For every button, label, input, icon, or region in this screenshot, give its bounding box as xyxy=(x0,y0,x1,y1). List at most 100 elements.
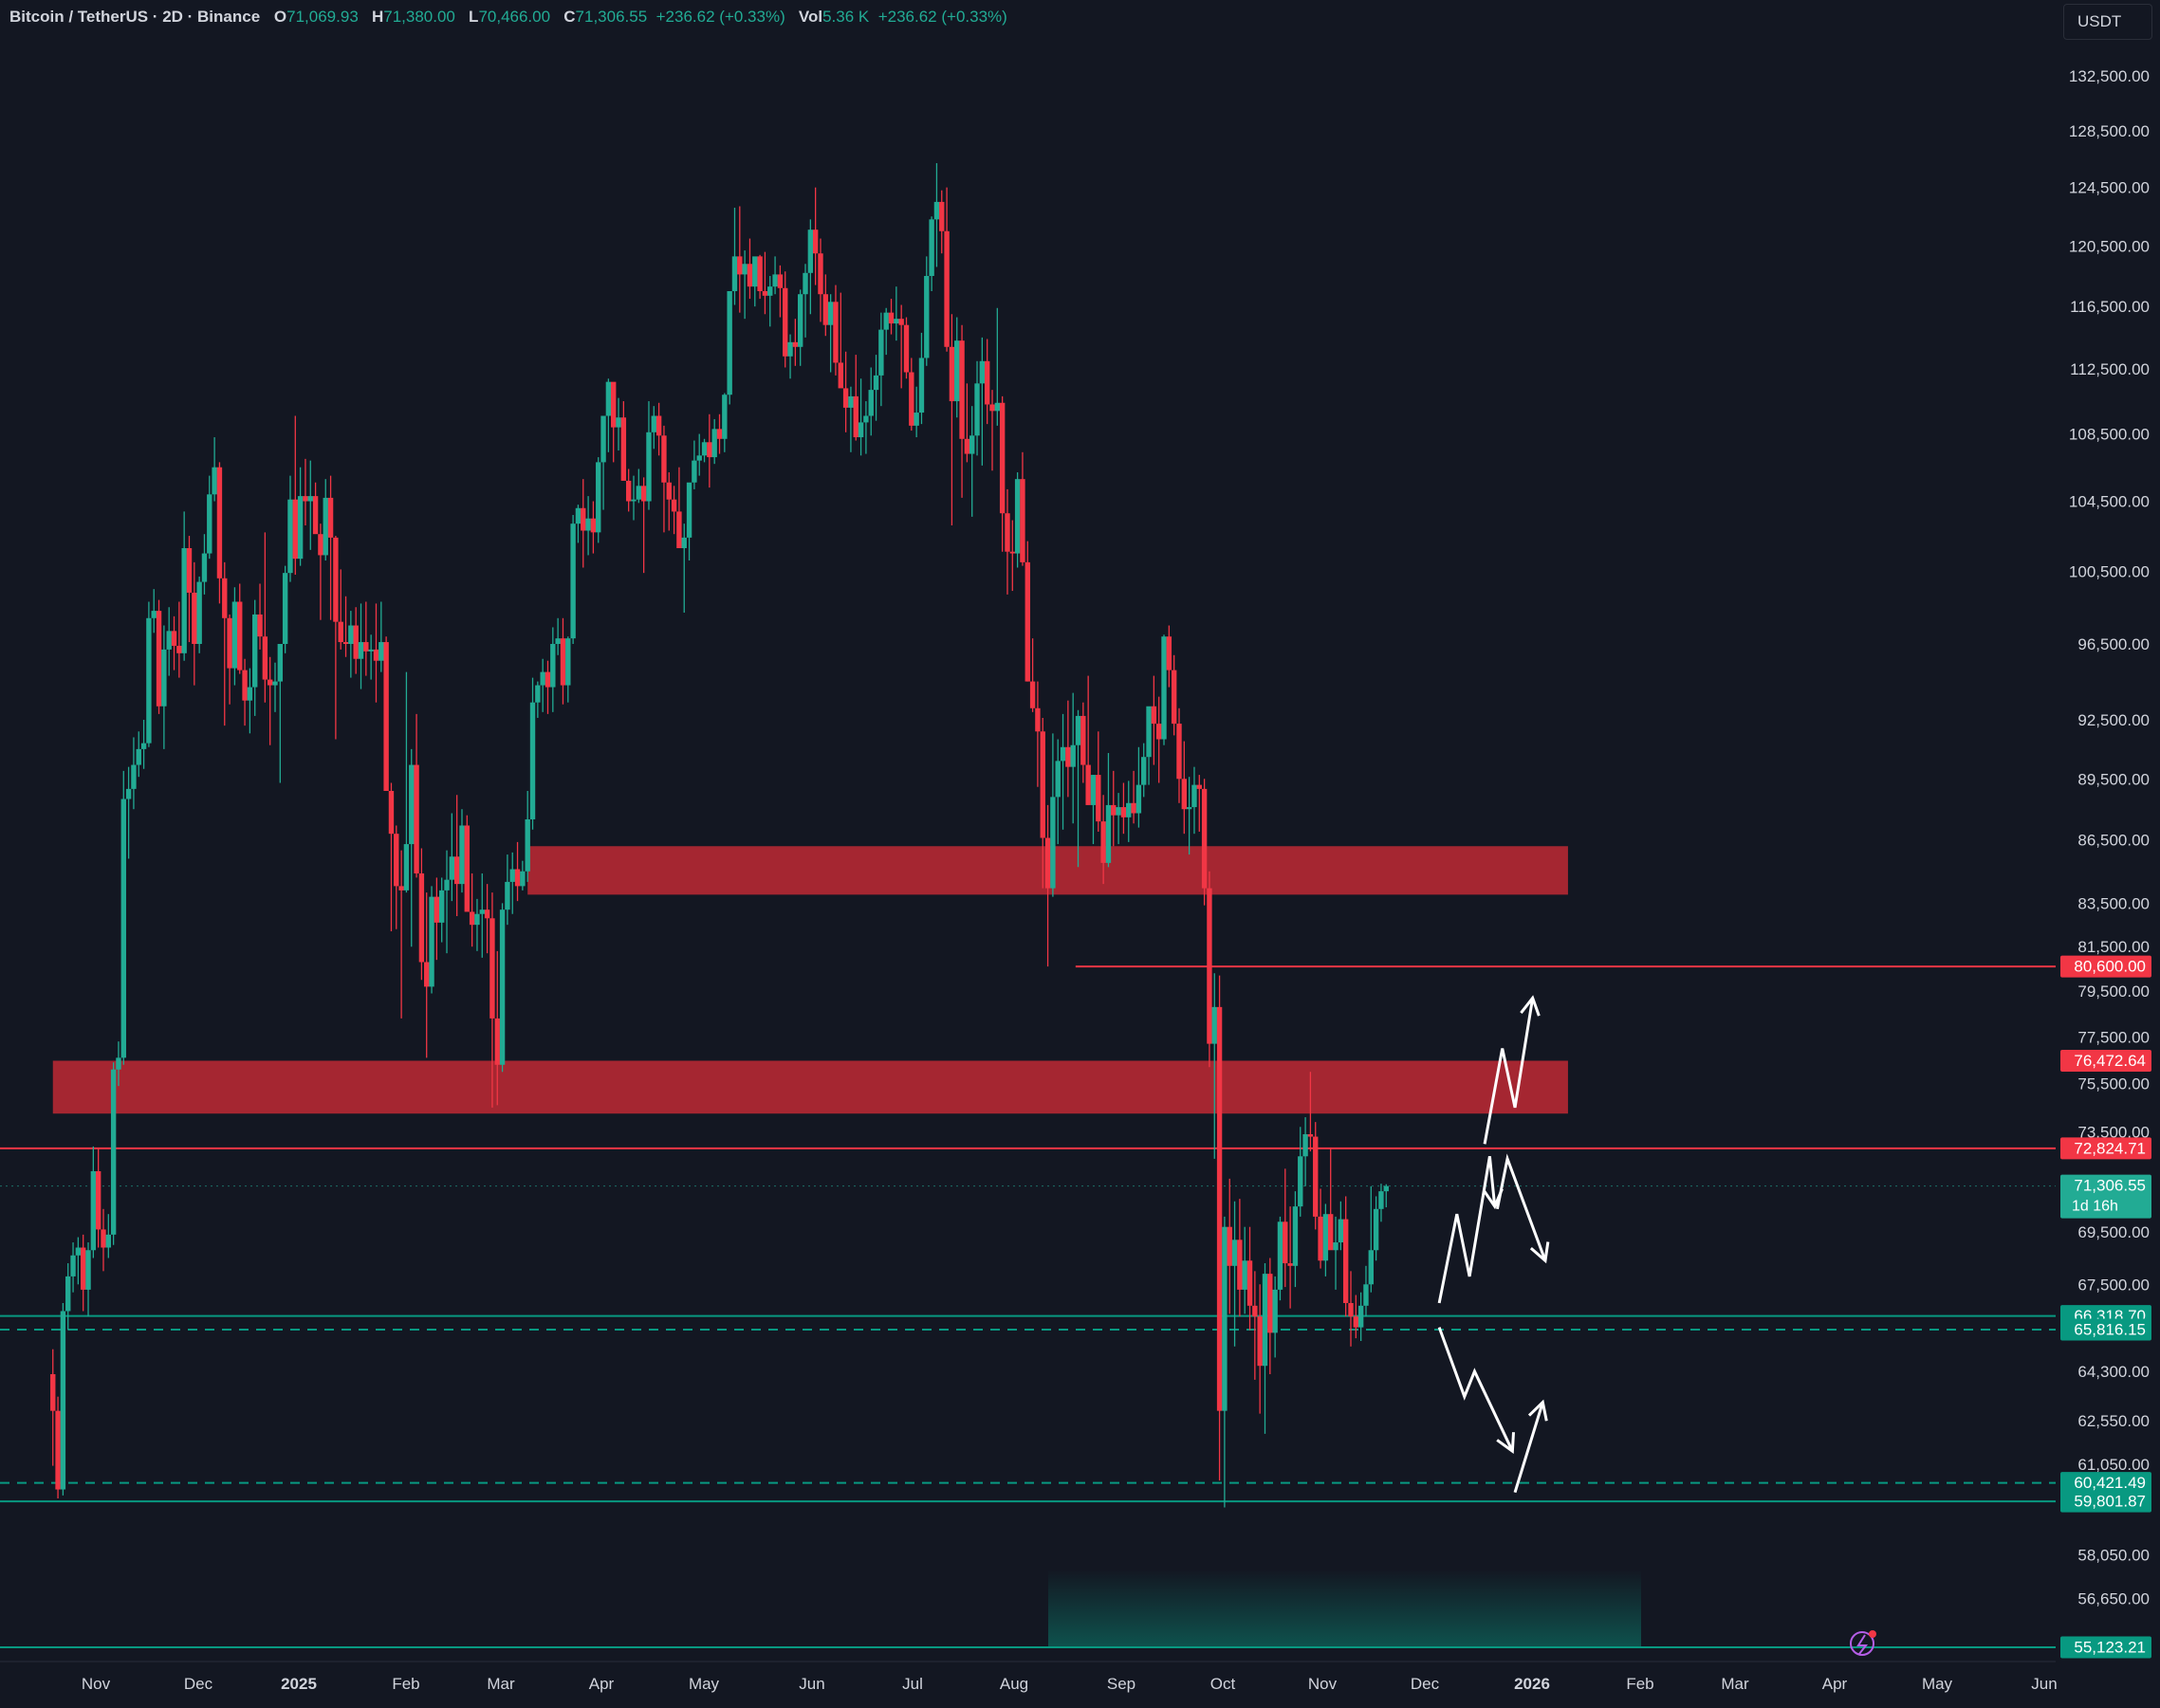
candle[interactable] xyxy=(1246,1226,1253,1331)
candle[interactable] xyxy=(1186,777,1192,855)
candle[interactable] xyxy=(287,475,293,582)
candle[interactable] xyxy=(596,457,601,543)
candle[interactable] xyxy=(731,208,738,305)
candle[interactable] xyxy=(1020,451,1025,566)
candle[interactable] xyxy=(918,332,925,425)
candle[interactable] xyxy=(727,290,732,405)
candle[interactable] xyxy=(803,264,808,338)
candle[interactable] xyxy=(222,561,228,726)
candle[interactable] xyxy=(984,339,990,425)
candle[interactable] xyxy=(257,583,263,650)
candle[interactable] xyxy=(590,501,597,554)
candle[interactable] xyxy=(494,950,500,1106)
candle[interactable] xyxy=(959,324,965,498)
candle[interactable] xyxy=(394,825,399,929)
candle[interactable] xyxy=(101,1208,106,1272)
candle[interactable] xyxy=(570,515,576,645)
candle[interactable] xyxy=(368,634,374,680)
candle[interactable] xyxy=(312,482,319,535)
candle[interactable] xyxy=(489,892,495,1108)
candle[interactable] xyxy=(1070,692,1076,824)
candle[interactable] xyxy=(146,601,152,747)
candle[interactable] xyxy=(772,256,778,295)
candle[interactable] xyxy=(833,285,839,376)
candle[interactable] xyxy=(1227,1178,1232,1314)
candle[interactable] xyxy=(469,872,475,947)
scenario-arrow-2[interactable] xyxy=(1483,995,1541,1145)
candle[interactable] xyxy=(171,615,177,670)
candle[interactable] xyxy=(716,413,723,454)
candle[interactable] xyxy=(116,1041,121,1087)
candle[interactable] xyxy=(1272,1276,1278,1358)
candle[interactable] xyxy=(1029,638,1036,712)
candle[interactable] xyxy=(247,668,253,734)
candle[interactable] xyxy=(65,1263,71,1331)
candle[interactable] xyxy=(1005,488,1010,595)
candle[interactable] xyxy=(525,790,530,882)
candle[interactable] xyxy=(237,583,243,674)
candle[interactable] xyxy=(60,1302,66,1496)
candle[interactable] xyxy=(1055,739,1061,845)
candle[interactable] xyxy=(1328,1148,1334,1251)
candle[interactable] xyxy=(894,286,899,341)
candle[interactable] xyxy=(903,317,910,379)
candle[interactable] xyxy=(999,395,1006,552)
candle[interactable] xyxy=(429,886,434,994)
candle[interactable] xyxy=(1035,681,1041,787)
candle[interactable] xyxy=(974,360,980,456)
candle[interactable] xyxy=(1090,775,1097,845)
candle[interactable] xyxy=(898,304,904,389)
candle[interactable] xyxy=(797,289,803,366)
candle[interactable] xyxy=(1155,696,1162,783)
candle[interactable] xyxy=(822,274,829,337)
candle[interactable] xyxy=(1065,700,1071,798)
candle[interactable] xyxy=(1252,1271,1258,1380)
candle[interactable] xyxy=(555,617,561,655)
candle[interactable] xyxy=(318,523,323,620)
candle[interactable] xyxy=(1161,634,1167,745)
candle[interactable] xyxy=(166,607,172,676)
candle[interactable] xyxy=(1216,975,1223,1481)
candle[interactable] xyxy=(1146,706,1152,785)
candle[interactable] xyxy=(388,782,395,932)
candle[interactable] xyxy=(1009,520,1015,592)
candle[interactable] xyxy=(70,1242,76,1293)
candle[interactable] xyxy=(737,206,743,313)
candle[interactable] xyxy=(605,378,612,452)
candle[interactable] xyxy=(600,415,606,510)
last-price-tag[interactable]: 71,306.55 1d 16h xyxy=(2060,1174,2151,1219)
candle[interactable] xyxy=(303,458,308,526)
candle[interactable] xyxy=(474,898,480,951)
candle[interactable] xyxy=(267,656,273,745)
candle[interactable] xyxy=(954,317,960,418)
candle[interactable] xyxy=(1267,1258,1273,1374)
candle[interactable] xyxy=(110,1062,117,1245)
candle[interactable] xyxy=(1171,654,1177,736)
candle[interactable] xyxy=(514,841,521,902)
candle[interactable] xyxy=(1111,770,1117,847)
candle[interactable] xyxy=(1025,541,1030,682)
candle[interactable] xyxy=(777,265,784,318)
candle[interactable] xyxy=(640,477,647,574)
candle[interactable] xyxy=(292,415,298,576)
candle[interactable] xyxy=(186,536,193,643)
candle[interactable] xyxy=(252,599,258,716)
scenario-arrow-3[interactable] xyxy=(1495,1153,1550,1264)
candle[interactable] xyxy=(1333,1216,1338,1290)
candle[interactable] xyxy=(742,250,748,320)
candle[interactable] xyxy=(655,402,662,456)
candle[interactable] xyxy=(398,850,404,1019)
symbol-title[interactable]: Bitcoin / TetherUS · 2D · Binance xyxy=(9,8,261,26)
candle[interactable] xyxy=(671,486,677,535)
candle[interactable] xyxy=(242,658,248,726)
candle[interactable] xyxy=(1135,746,1142,828)
candle[interactable] xyxy=(438,877,445,943)
candle[interactable] xyxy=(873,355,879,421)
candle[interactable] xyxy=(1307,1072,1314,1152)
candle[interactable] xyxy=(807,219,814,315)
candle[interactable] xyxy=(414,713,419,878)
candle[interactable] xyxy=(131,737,137,810)
candle[interactable] xyxy=(762,251,768,315)
candle[interactable] xyxy=(939,190,945,254)
